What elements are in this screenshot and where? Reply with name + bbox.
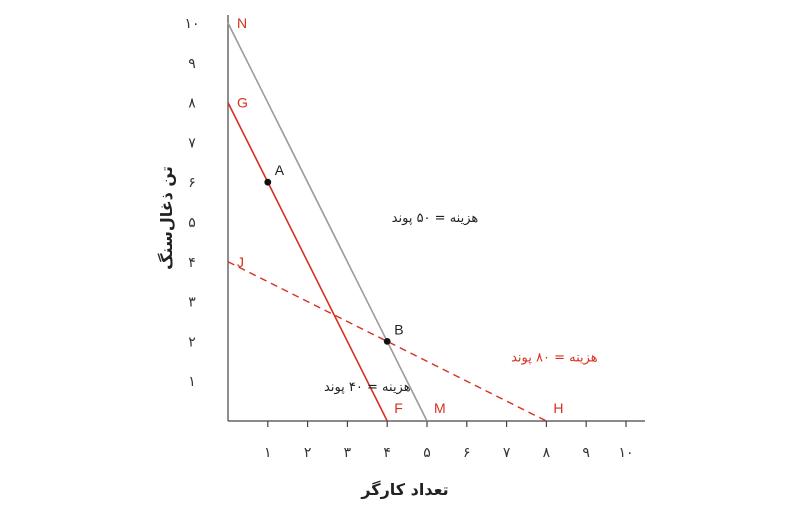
x-tick-label: ۶ — [463, 445, 471, 461]
point-a — [264, 178, 272, 186]
y-tick-label: ۲ — [188, 334, 196, 350]
x-axis-label: تعداد کارگر — [360, 480, 448, 499]
series-lines — [227, 22, 547, 422]
point-label-b: B — [394, 321, 403, 337]
endpoint-label-n: N — [237, 15, 247, 31]
x-tick-label: ۲ — [304, 445, 312, 461]
x-tick-label: ۵ — [423, 445, 431, 461]
y-tick-label: ۸ — [188, 96, 196, 112]
cost-annotation: هزینه = ۸۰ پوند — [511, 350, 598, 365]
y-tick-label: ۱ — [188, 374, 196, 390]
cost-annotation: هزینه = ۴۰ پوند — [324, 380, 411, 395]
x-tick-label: ۹ — [582, 445, 590, 461]
x-tick-label: ۴ — [383, 445, 391, 461]
y-tick-label: ۳ — [188, 295, 196, 311]
y-tick-label: ۷ — [188, 135, 196, 151]
y-tick-label: ۴ — [188, 255, 196, 271]
x-tick-label: ۷ — [503, 445, 511, 461]
point-b — [383, 338, 391, 345]
endpoint-label-f: F — [394, 400, 403, 416]
gray-line — [227, 22, 428, 422]
y-tick-label: ۹ — [188, 56, 196, 72]
axes — [227, 15, 645, 422]
x-tick-label: ۸ — [543, 445, 551, 461]
y-tick-label: ۱۰ — [184, 16, 199, 32]
y-axis-label: تن ذغال‌سنگ — [157, 166, 176, 270]
endpoint-label-g: G — [237, 95, 248, 111]
point-marks — [264, 178, 391, 345]
chart-labels: A B N G J F M H هزینه = ۵۰ پوند هزینه = ۸۰ پوند هز… — [237, 15, 598, 416]
endpoint-label-j: J — [237, 254, 244, 270]
x-tick-label: ۳ — [344, 445, 352, 461]
point-label-a: A — [275, 162, 285, 178]
tick-labels: ۱ ۲ ۳ ۴ ۵ ۶ ۷ ۸ ۹ ۱۰ ۱ ۲ ۳ ۴ ۵ ۶ ۷ ۸ ۹ ۱۰ — [184, 16, 633, 461]
red-line — [227, 102, 388, 422]
endpoint-label-h: H — [553, 400, 563, 416]
y-tick-label: ۵ — [188, 215, 196, 231]
x-tick-label: ۱۰ — [618, 445, 633, 461]
cost-annotation: هزینه = ۵۰ پوند — [392, 211, 479, 226]
y-tick-label: ۶ — [188, 175, 196, 191]
endpoint-label-m: M — [434, 400, 446, 416]
x-tick-label: ۱ — [264, 445, 272, 461]
